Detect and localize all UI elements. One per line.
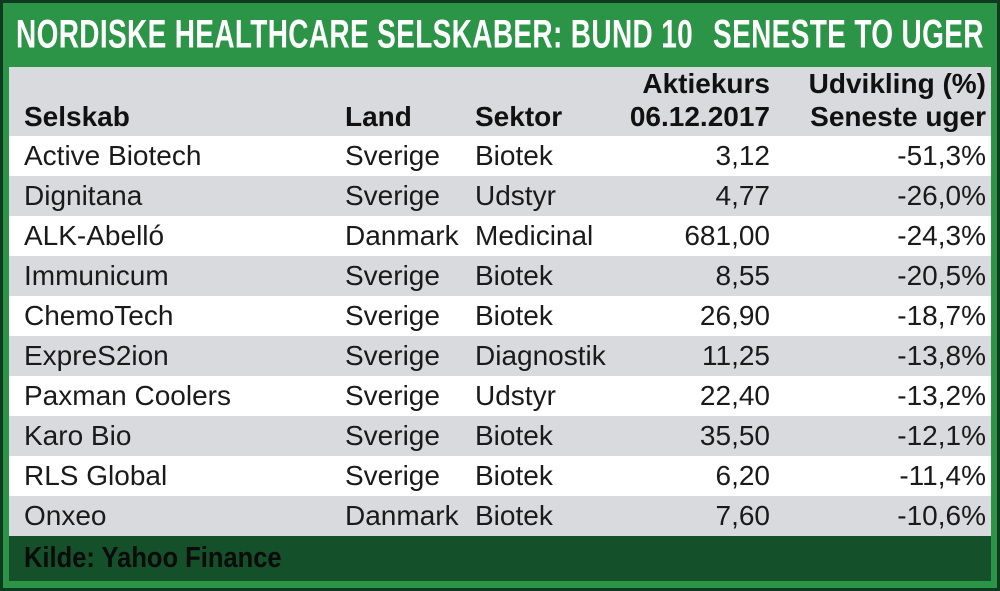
table-cell: Danmark (345, 220, 459, 251)
table-cell: -20,5% (897, 260, 986, 291)
table-cell: 35,50 (699, 420, 770, 451)
table-row: ChemoTech Sverige Biotek 26,90 -18,7% (9, 296, 991, 336)
table-cell: Medicinal (475, 220, 594, 251)
table-cell: -51,3% (897, 140, 986, 171)
table-cell: 3,12 (715, 140, 771, 171)
table-cell: -13,8% (897, 340, 986, 371)
table-row: Active Biotech Sverige Biotek 3,12 -51,3% (9, 136, 991, 176)
column-header-aktiekurs-line2: 06.12.2017 (629, 101, 770, 132)
table-cell: 681,00 (684, 220, 770, 251)
table-cell: ALK-Abelló (24, 220, 165, 251)
table-cell: -18,7% (897, 300, 986, 331)
table-cell: Danmark (345, 500, 459, 531)
table-cell: Paxman Coolers (24, 380, 231, 411)
table-cell: Sverige (345, 420, 440, 451)
table-cell: 4,77 (715, 180, 771, 211)
page-title: NORDISKE HEALTHCARE SELSKABER: BUND 10 (16, 12, 694, 57)
table-cell: 26,90 (699, 300, 770, 331)
table-row: Onxeo Danmark Biotek 7,60 -10,6% (9, 496, 991, 536)
source-label: Kilde: Yahoo Finance (24, 542, 282, 574)
table-cell: Diagnostik (475, 340, 606, 371)
table-row: Immunicum Sverige Biotek 8,55 -20,5% (9, 256, 991, 296)
green-frame: NORDISKE HEALTHCARE SELSKABER: BUND 10 S… (3, 3, 997, 588)
column-header-aktiekurs-line1: Aktiekurs (642, 68, 770, 99)
table-header-row: Selskab Land Sektor Aktiekurs 06.12.2017… (9, 67, 991, 136)
table-row: Paxman Coolers Sverige Udstyr 22,40 -13,2% (9, 376, 991, 416)
table-row: Karo Bio Sverige Biotek 35,50 -12,1% (9, 416, 991, 456)
table-cell: Karo Bio (24, 420, 132, 451)
table-cell: -26,0% (897, 180, 986, 211)
table-cell: Biotek (475, 260, 553, 291)
table-cell: 6,20 (715, 460, 771, 491)
column-header-selskab: Selskab (24, 101, 130, 132)
column-header-udvikling-line2: Seneste uger (810, 101, 986, 132)
table-row: Dignitana Sverige Udstyr 4,77 -26,0% (9, 176, 991, 216)
table-cell: -12,1% (897, 420, 986, 451)
table-cell: Immunicum (24, 260, 169, 291)
table-cell: Active Biotech (24, 140, 202, 171)
table-cell: Sverige (345, 340, 440, 371)
table-cell: Sverige (345, 300, 440, 331)
table-cell: Dignitana (24, 180, 143, 211)
table-cell: -11,4% (899, 460, 986, 491)
table-row: ExpreS2ion Sverige Diagnostik 11,25 -13,8% (9, 336, 991, 376)
table-cell: -13,2% (897, 380, 986, 411)
table-cell: 8,55 (715, 260, 771, 291)
table-cell: -10,6% (897, 500, 986, 531)
table-cell: 7,60 (715, 500, 771, 531)
table-cell: RLS Global (24, 460, 168, 491)
table-cell: Biotek (475, 500, 553, 531)
table-cell: Biotek (475, 140, 553, 171)
table-cell: Biotek (475, 460, 553, 491)
table-cell: Udstyr (475, 180, 556, 211)
table-cell: Sverige (345, 180, 440, 211)
table-cell: Sverige (345, 460, 440, 491)
table-cell: ChemoTech (24, 300, 174, 331)
column-header-sektor: Sektor (475, 101, 563, 132)
column-header-aktiekurs: Aktiekurs 06.12.2017 (625, 67, 770, 133)
column-header-udvikling-line1: Udvikling (%) (808, 68, 986, 99)
table-cell: Biotek (475, 300, 553, 331)
table-cell: 11,25 (702, 340, 770, 371)
table-cell: Sverige (345, 260, 440, 291)
column-header-udvikling: Udvikling (%) Seneste uger (770, 67, 991, 133)
table-cell: Biotek (475, 420, 553, 451)
table-cell: Udstyr (475, 380, 556, 411)
table-cell: -24,3% (897, 220, 986, 251)
table-cell: Sverige (345, 380, 440, 411)
page-title-period: SENESTE TO UGER (713, 12, 984, 57)
table-cell: 22,40 (699, 380, 770, 411)
table-row: RLS Global Sverige Biotek 6,20 -11,4% (9, 456, 991, 496)
column-header-land: Land (345, 101, 412, 132)
table-row: ALK-Abelló Danmark Medicinal 681,00 -24,3% (9, 216, 991, 256)
table-cell: Sverige (345, 140, 440, 171)
title-bar: NORDISKE HEALTHCARE SELSKABER: BUND 10 S… (3, 3, 997, 67)
table-cell: Onxeo (24, 500, 107, 531)
source-bar: Kilde: Yahoo Finance (9, 536, 991, 581)
table-cell: ExpreS2ion (24, 340, 169, 371)
